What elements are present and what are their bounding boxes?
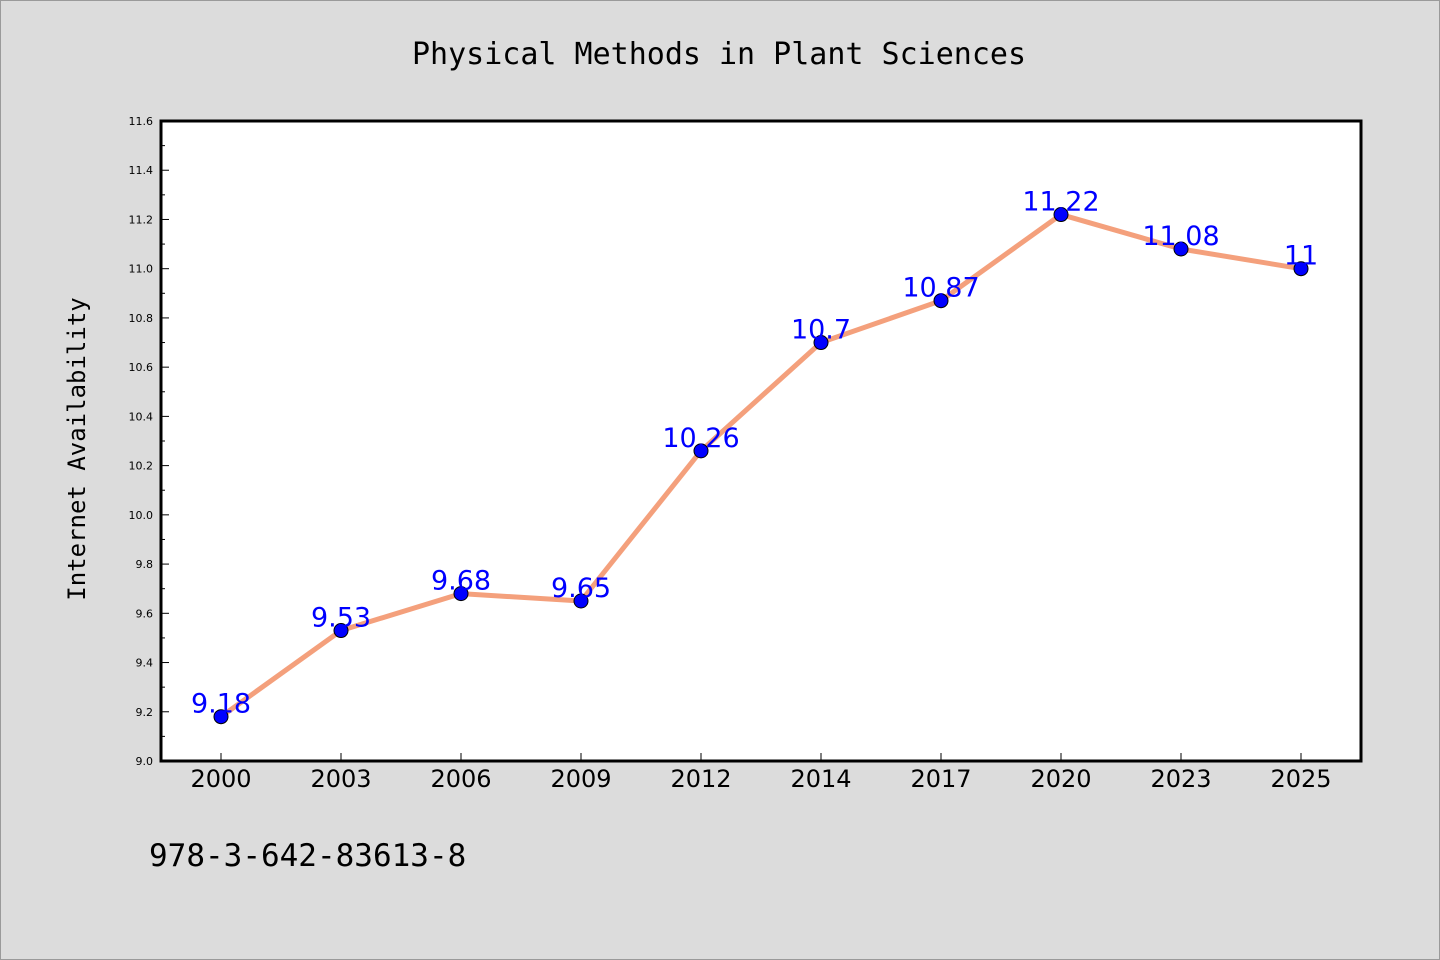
x-tick-label: 2000 <box>190 765 251 793</box>
y-tick-label: 10.6 <box>129 361 154 374</box>
data-point <box>1293 261 1309 277</box>
series-lines <box>218 212 1304 720</box>
isbn-footnote: 978-3-642-83613-8 <box>149 838 466 874</box>
data-point <box>1173 241 1189 257</box>
y-tick-label: 11.6 <box>129 115 154 128</box>
y-tick-label: 10.4 <box>129 410 154 423</box>
data-point <box>693 443 709 459</box>
x-tick-label: 2009 <box>550 765 611 793</box>
data-label: 9.18 <box>191 689 251 720</box>
data-point <box>1053 207 1069 223</box>
x-tick-label: 2023 <box>1150 765 1211 793</box>
y-tick-label: 9.2 <box>136 706 154 719</box>
data-label: 11.22 <box>1022 187 1099 218</box>
x-axis-ticks: 2000 2003 2006 2009 2012 2014 2017 2020 2023 2025 <box>190 753 1332 793</box>
plot-frame <box>159 119 1363 763</box>
data-point <box>813 335 829 351</box>
y-tick-label: 10.8 <box>129 312 154 325</box>
data-labels: 9.18 9.53 9.68 9.65 10.26 10.7 10.87 11.22 11.08… <box>191 187 1318 720</box>
x-tick-label: 2017 <box>910 765 971 793</box>
data-point <box>933 293 949 309</box>
y-tick-label: 9.8 <box>136 558 154 571</box>
x-tick-label: 2006 <box>430 765 491 793</box>
y-tick-label: 10.0 <box>129 509 154 522</box>
data-label: 9.68 <box>431 566 491 597</box>
data-point <box>213 709 229 725</box>
data-label: 10.7 <box>791 315 851 346</box>
chart-title: Physical Methods in Plant Sciences <box>412 37 1026 72</box>
x-tick-label: 2012 <box>670 765 731 793</box>
y-tick-label: 9.0 <box>136 755 154 768</box>
y-axis-ticks: 9.0 9.2 9.4 9.6 9.8 10.0 10.2 10.4 10.6 10.8 11.0 1… <box>129 115 169 768</box>
data-label: 9.53 <box>311 603 371 634</box>
x-tick-label: 2020 <box>1030 765 1091 793</box>
y-tick-label: 11.0 <box>129 263 154 276</box>
x-tick-label: 2003 <box>310 765 371 793</box>
y-tick-label: 11.4 <box>129 164 154 177</box>
series-line <box>218 212 1304 720</box>
data-label: 10.87 <box>902 273 979 304</box>
x-tick-label: 2025 <box>1270 765 1331 793</box>
y-tick-label: 9.4 <box>136 657 154 670</box>
data-markers <box>213 207 1309 725</box>
data-label: 11 <box>1284 241 1318 272</box>
data-label: 10.26 <box>662 423 739 454</box>
data-point <box>453 586 469 602</box>
y-axis-label: Internet Availability <box>63 297 91 600</box>
y-tick-label: 10.2 <box>129 460 154 473</box>
data-label: 11.08 <box>1142 221 1219 252</box>
x-tick-label: 2014 <box>790 765 851 793</box>
y-tick-label: 9.6 <box>136 607 154 620</box>
data-point <box>333 623 349 639</box>
plot-area <box>161 121 1361 761</box>
data-point <box>573 593 589 609</box>
y-tick-label: 11.2 <box>129 213 154 226</box>
data-label: 9.65 <box>551 573 611 604</box>
